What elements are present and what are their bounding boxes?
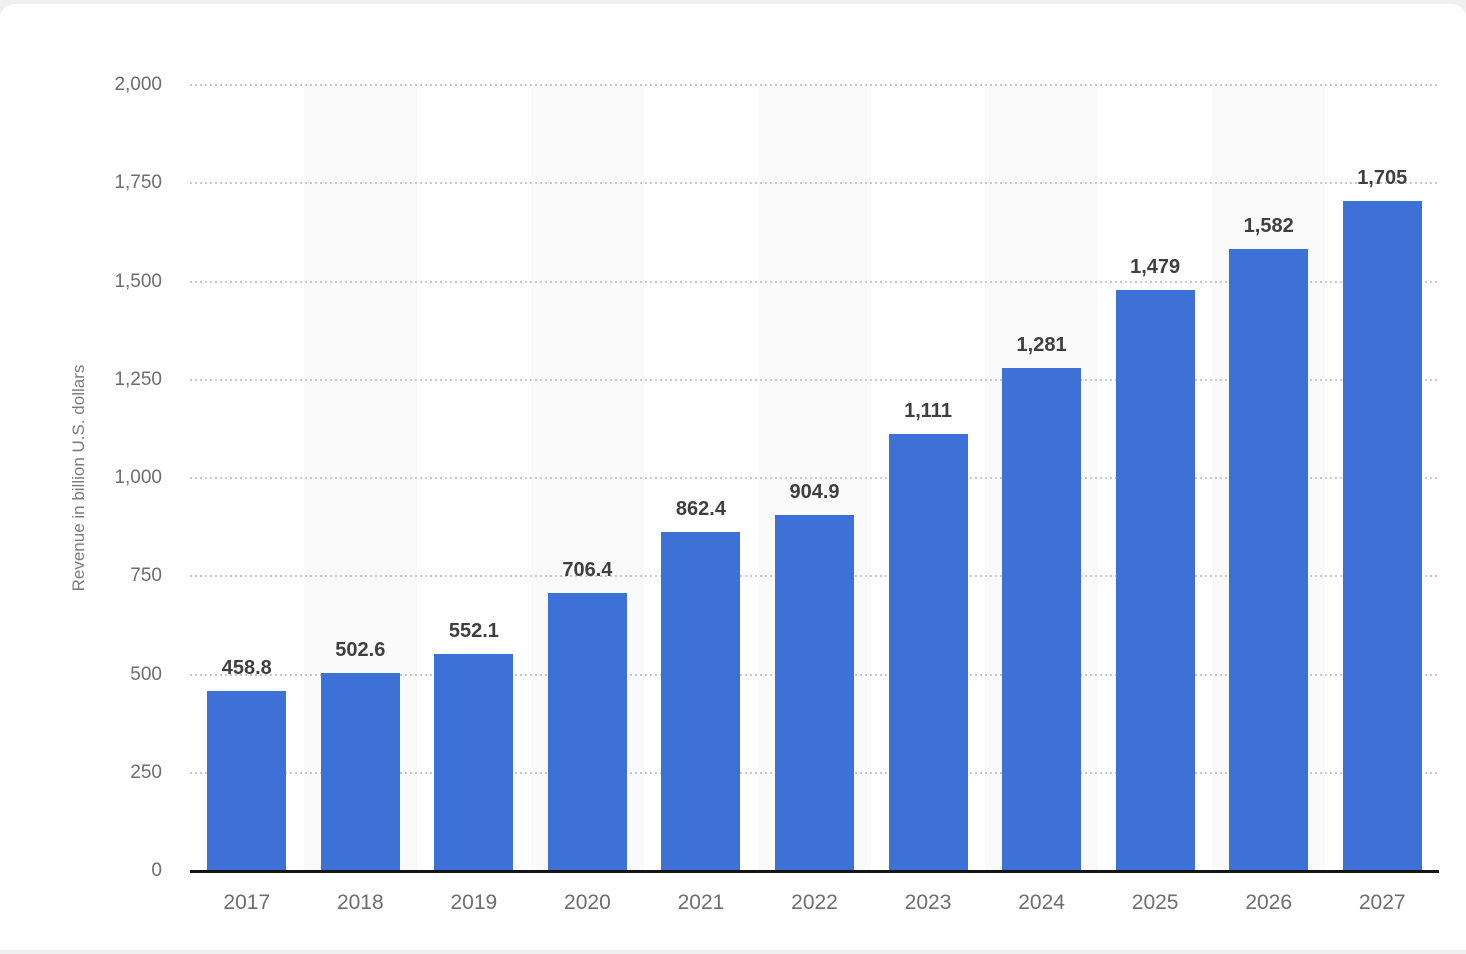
bar-2019[interactable]	[434, 654, 513, 871]
bar-2023[interactable]	[889, 434, 968, 871]
gridline-1,750	[190, 182, 1439, 184]
value-label-2024: 1,281	[972, 331, 1112, 359]
y-tick-label: 2,000	[56, 73, 162, 97]
y-tick-label: 0	[56, 859, 162, 883]
gridline-2,000	[190, 84, 1439, 86]
bar-2021[interactable]	[661, 532, 740, 871]
y-tick-label: 1,750	[56, 171, 162, 195]
value-label-2022: 904.9	[745, 478, 885, 506]
bar-2017[interactable]	[207, 691, 286, 871]
bar-2018[interactable]	[321, 673, 400, 871]
bar-2024[interactable]	[1002, 368, 1081, 871]
bar-2025[interactable]	[1116, 290, 1195, 871]
bar-2020[interactable]	[548, 593, 627, 871]
value-label-2025: 1,479	[1085, 253, 1225, 281]
x-axis-line	[190, 870, 1439, 873]
value-label-2027: 1,705	[1312, 164, 1452, 192]
y-axis-title: Revenue in billion U.S. dollars	[68, 278, 90, 678]
value-label-2019: 552.1	[404, 617, 544, 645]
value-label-2020: 706.4	[517, 556, 657, 584]
bar-2022[interactable]	[775, 515, 854, 871]
value-label-2026: 1,582	[1199, 212, 1339, 240]
y-tick-label: 250	[56, 761, 162, 785]
value-label-2023: 1,111	[858, 397, 998, 425]
x-tick-label-2027: 2027	[1312, 888, 1452, 918]
bar-2027[interactable]	[1343, 201, 1422, 871]
bar-2026[interactable]	[1229, 249, 1308, 871]
